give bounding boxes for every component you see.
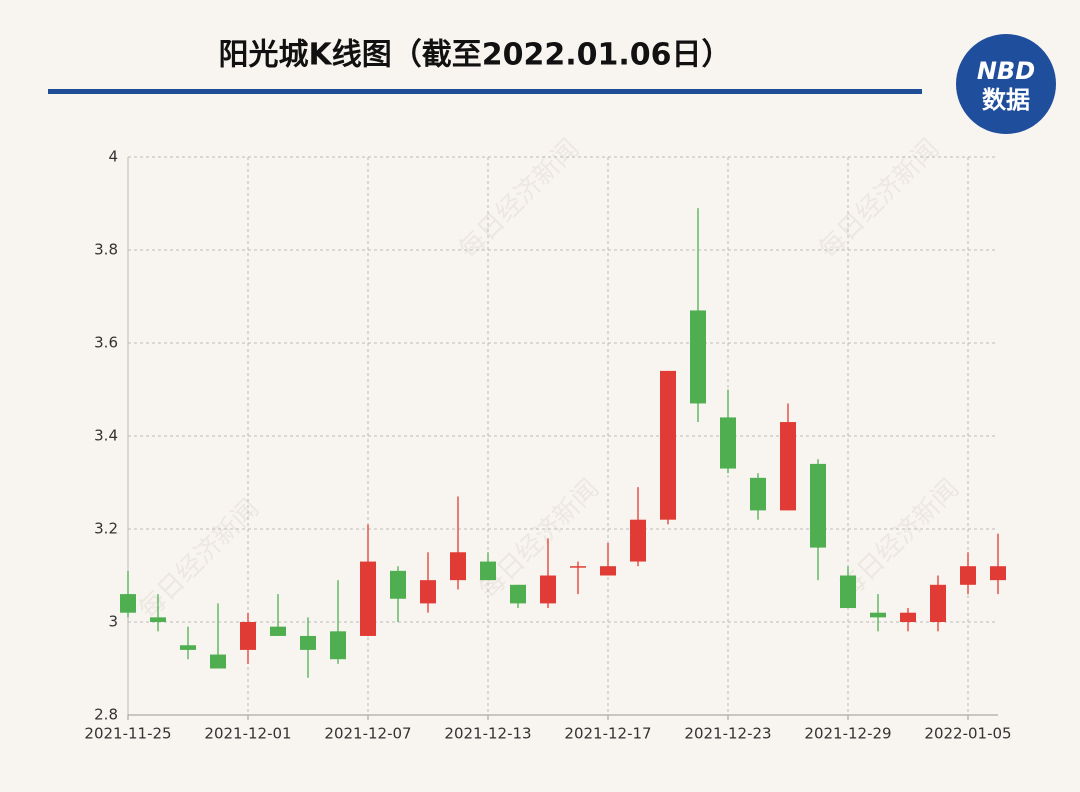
logo-text: 数据	[982, 86, 1030, 114]
y-tick-label: 3	[108, 613, 118, 631]
candle-body	[300, 635, 316, 650]
candle-body	[390, 570, 406, 599]
candle-body	[870, 612, 886, 618]
x-tick-label: 2022-01-05	[924, 725, 1011, 743]
candle-body	[720, 417, 736, 469]
x-tick-label: 2021-12-07	[324, 725, 411, 743]
candle-body	[960, 566, 976, 585]
y-tick-label: 3.6	[94, 334, 118, 352]
y-tick-label: 3.2	[94, 520, 118, 538]
watermark: 每日经济新闻	[474, 474, 606, 606]
x-tick-label: 2021-12-23	[684, 725, 771, 743]
candle-body	[750, 477, 766, 511]
x-tick-label: 2021-12-01	[204, 725, 291, 743]
watermark: 每日经济新闻	[814, 134, 946, 266]
watermark: 每日经济新闻	[134, 494, 266, 626]
candle-body	[360, 561, 376, 636]
candle-body	[420, 580, 436, 604]
x-tick-label: 2021-12-13	[444, 725, 531, 743]
title-rule	[48, 89, 922, 94]
candle-body	[570, 566, 586, 568]
candle-body	[780, 422, 796, 511]
x-tick-label: 2021-11-25	[84, 725, 171, 743]
y-tick-label: 2.8	[94, 706, 118, 724]
chart-title: 阳光城K线图（截至2022.01.06日）	[218, 38, 731, 73]
candle-body	[120, 594, 136, 613]
candle-body	[660, 370, 676, 520]
candle-body	[480, 561, 496, 581]
logo-text: NBD	[977, 57, 1035, 85]
candle-body	[510, 584, 526, 604]
logo-badge	[956, 34, 1056, 134]
candle-body	[690, 310, 706, 404]
y-tick-label: 3.4	[94, 427, 118, 445]
candle-body	[900, 612, 916, 622]
candle-body	[840, 575, 856, 609]
candle-body	[450, 552, 466, 581]
candle-body	[150, 617, 166, 622]
candle-body	[540, 575, 556, 604]
candle-body	[600, 566, 616, 576]
watermark: 每日经济新闻	[454, 134, 586, 266]
candle-body	[810, 463, 826, 548]
candle-body	[180, 645, 196, 650]
candle-body	[990, 566, 1006, 581]
y-tick-label: 4	[108, 148, 118, 166]
candle-body	[330, 631, 346, 660]
candle-body	[210, 654, 226, 669]
candle-body	[930, 584, 946, 622]
x-tick-label: 2021-12-29	[804, 725, 891, 743]
candle-body	[240, 622, 256, 650]
x-tick-label: 2021-12-17	[564, 725, 651, 743]
candle-body	[630, 519, 646, 562]
candle-body	[270, 626, 286, 636]
y-tick-label: 3.8	[94, 241, 118, 259]
